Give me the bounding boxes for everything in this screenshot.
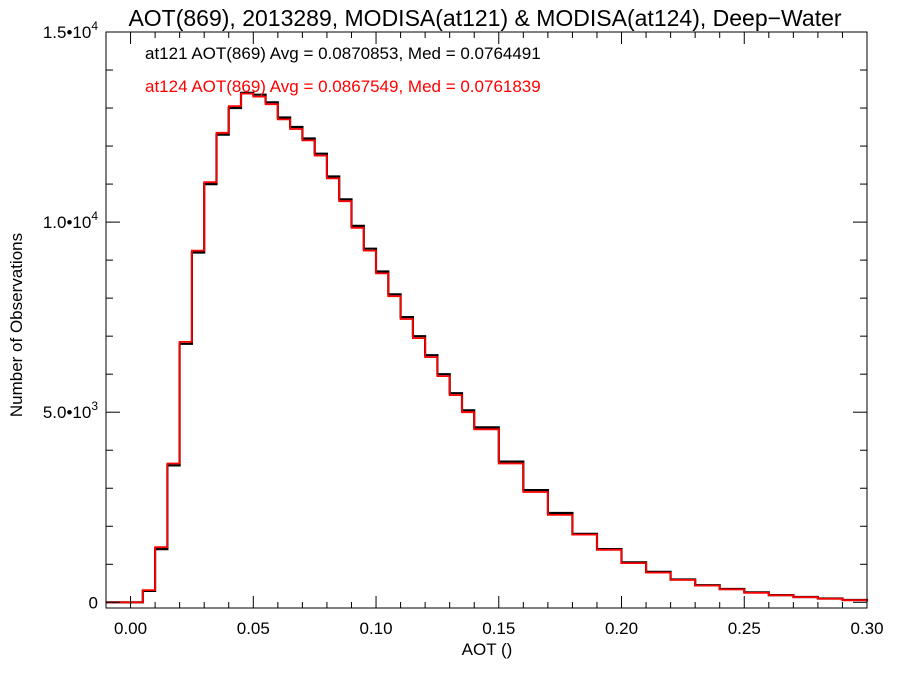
x-tick-label: 0.30: [850, 619, 883, 638]
x-axis-label: AOT (): [462, 640, 513, 659]
y-tick-label: 5.0•103: [43, 399, 99, 422]
y-tick-label: 0: [89, 593, 98, 612]
legend-entry-at124: at124 AOT(869) Avg = 0.0867549, Med = 0.…: [145, 77, 541, 96]
y-tick-mantissa: 0: [89, 593, 98, 612]
x-tick-label: 0.10: [359, 619, 392, 638]
x-tick-label: 0.15: [482, 619, 515, 638]
x-tick-label: 0.25: [728, 619, 761, 638]
y-axis-label: Number of Observations: [7, 233, 26, 417]
x-tick-label: 0.05: [237, 619, 270, 638]
chart-title: AOT(869), 2013289, MODISA(at121) & MODIS…: [128, 5, 841, 31]
x-tick-label: 0.00: [114, 619, 147, 638]
series-at121: [106, 91, 869, 604]
y-tick-label: 1.0•104: [43, 209, 99, 232]
x-tick-label: 0.20: [605, 619, 638, 638]
y-tick-mantissa: 1.0•10: [43, 213, 92, 232]
y-tick-exponent: 4: [91, 209, 98, 223]
y-tick-exponent: 4: [91, 19, 98, 33]
series-layer: [106, 91, 869, 604]
y-tick-exponent: 3: [91, 399, 98, 413]
plot-frame: [105, 31, 868, 609]
legend: at121 AOT(869) Avg = 0.0870853, Med = 0.…: [145, 44, 541, 96]
ticks-layer: 0.00 0.05 0.10 0.15 0.20 0.25 0.30 0 5.0•103 1.0•…: [43, 19, 884, 638]
y-tick-mantissa: 5.0•10: [43, 403, 92, 422]
y-tick-mantissa: 1.5•10: [43, 23, 92, 42]
legend-entry-at121: at121 AOT(869) Avg = 0.0870853, Med = 0.…: [145, 44, 541, 63]
series-at124: [106, 92, 868, 604]
y-tick-label: 1.5•104: [43, 19, 99, 42]
